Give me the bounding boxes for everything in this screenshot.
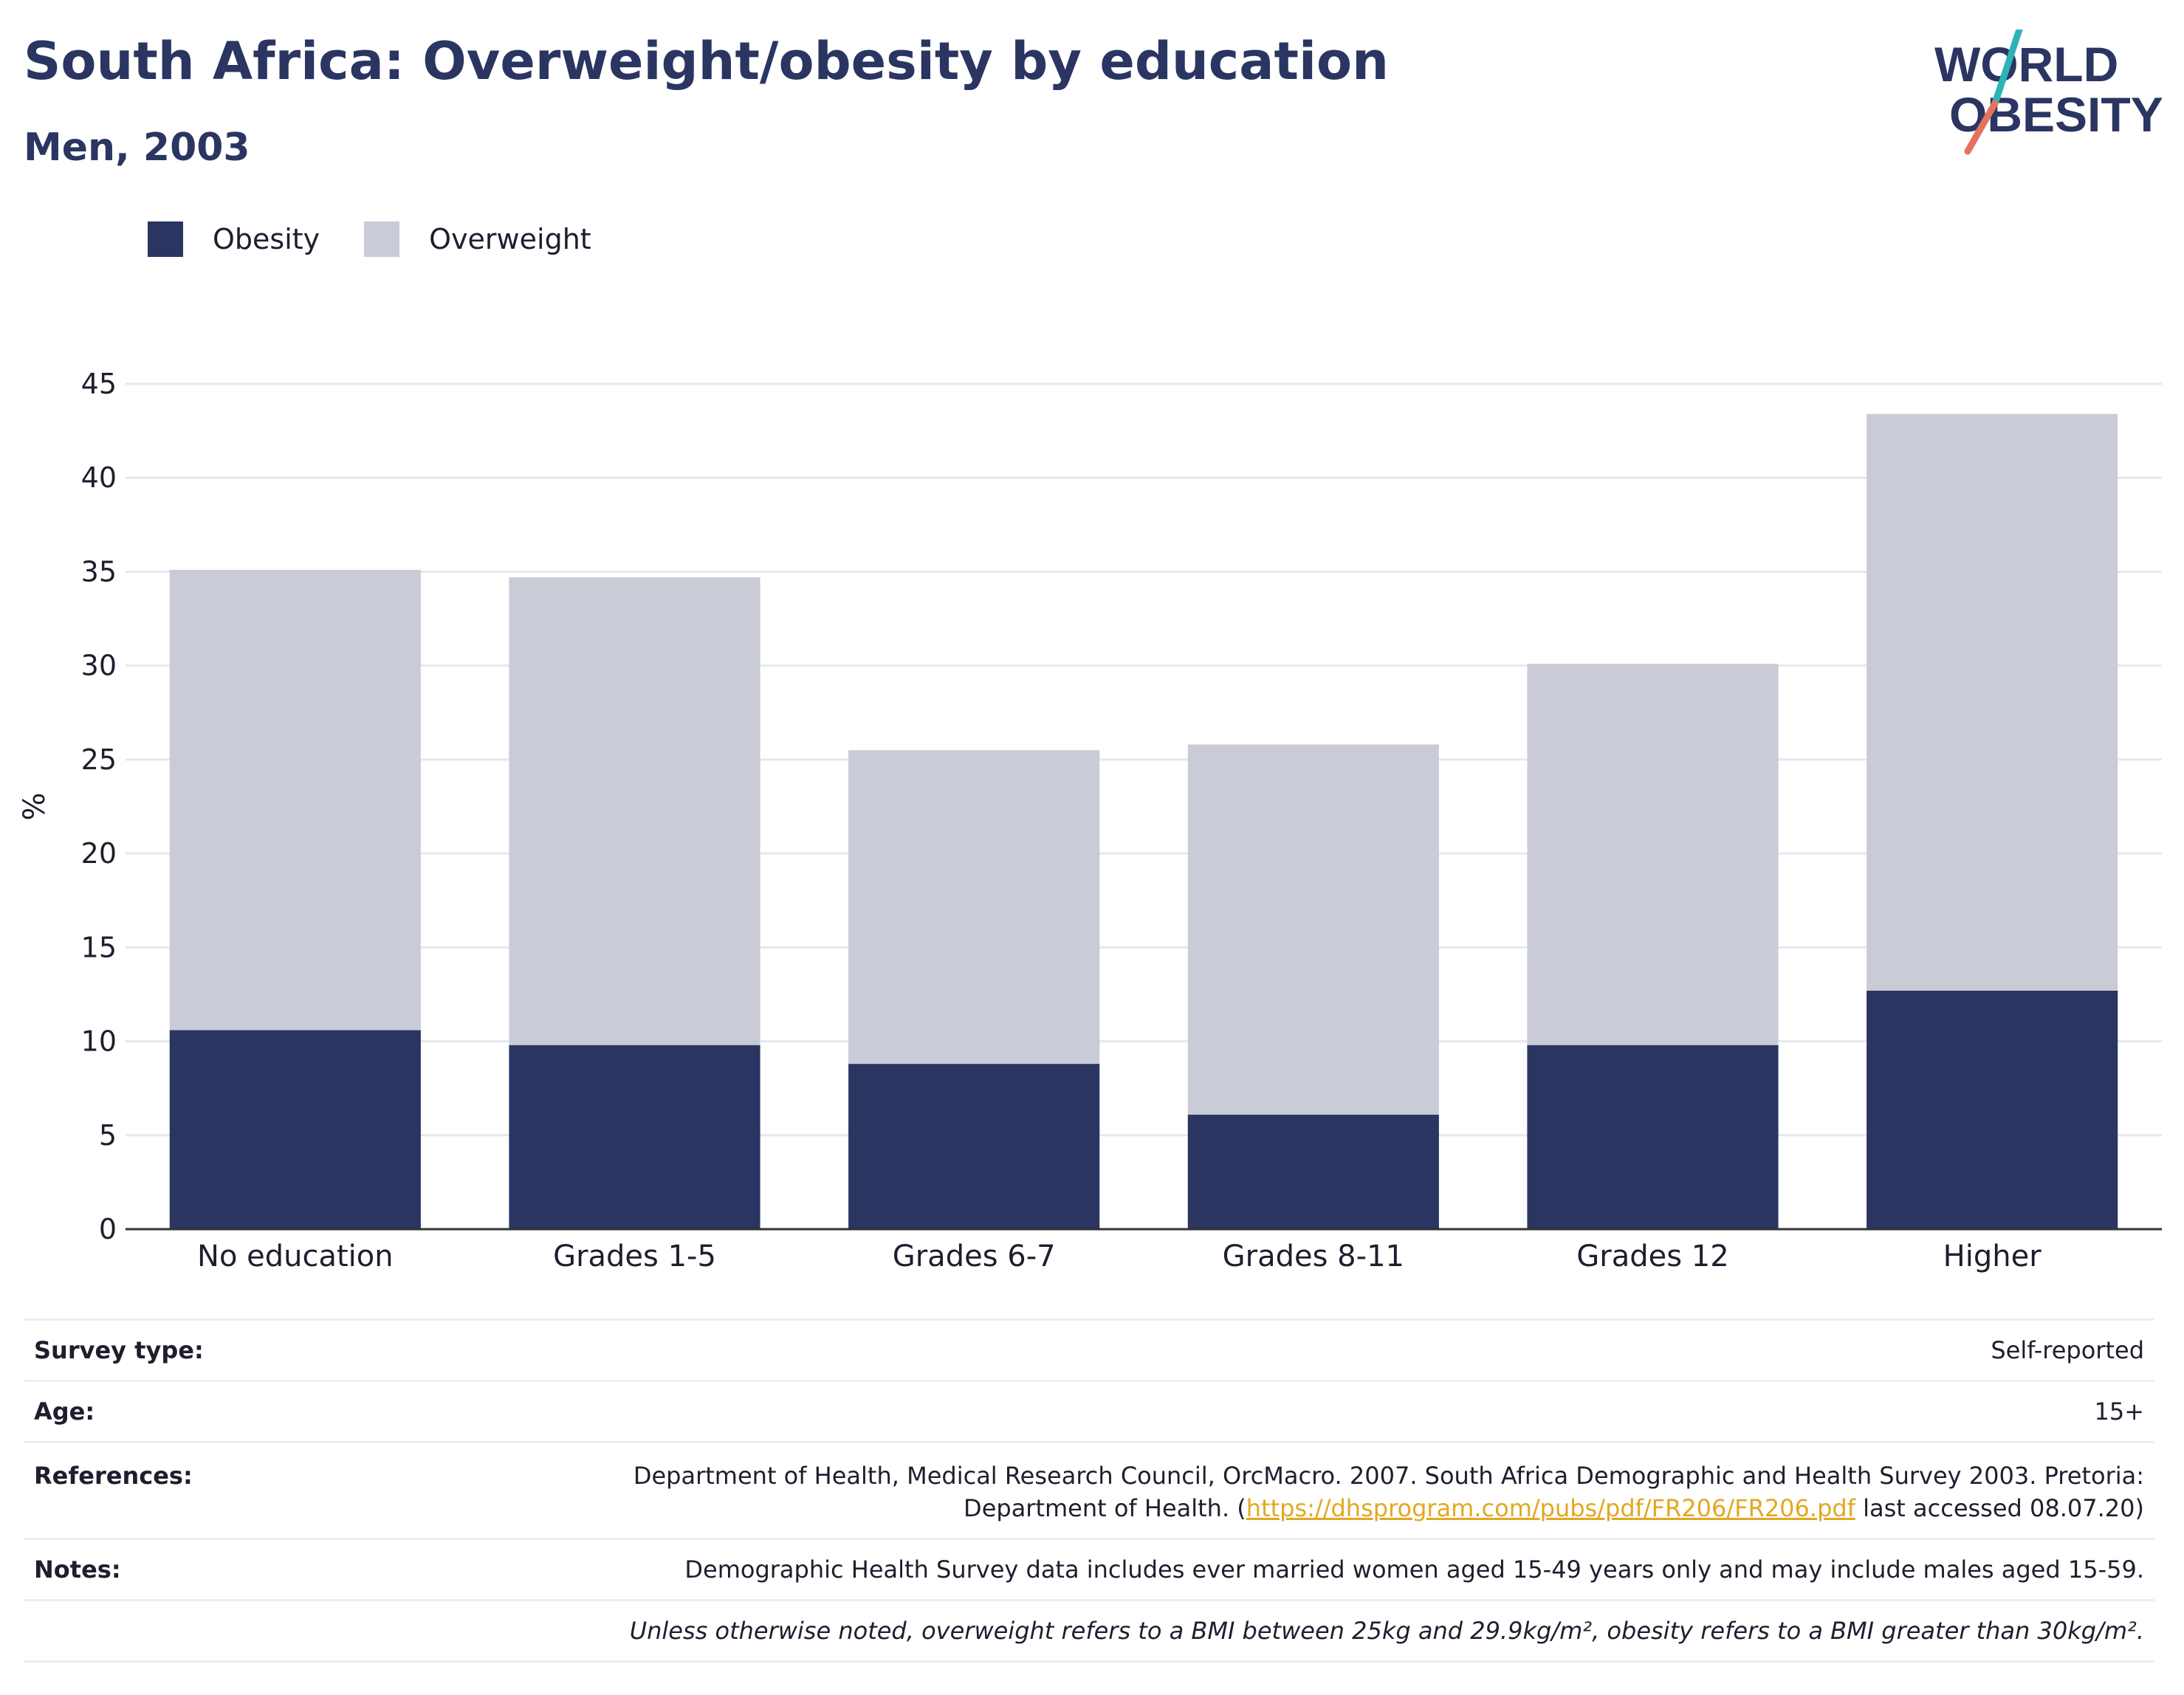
info-key-notes: Notes:: [34, 1555, 121, 1584]
y-tick-label: 30: [81, 650, 117, 682]
info-row-age: Age: 15+: [24, 1382, 2154, 1443]
y-tick-label: 10: [81, 1025, 117, 1058]
bar-segment-overweight: [509, 577, 760, 1045]
y-tick-label: 45: [81, 368, 117, 400]
info-row-survey-type: Survey type: Self-reported: [24, 1318, 2154, 1382]
y-axis-label: %: [18, 792, 52, 820]
info-key-age: Age:: [34, 1397, 95, 1426]
x-tick-label: Grades 6-7: [893, 1240, 1056, 1273]
info-value-age: 15+: [2094, 1397, 2144, 1426]
logo-slash-teal: [1991, 30, 2023, 107]
bar-segment-obesity: [848, 1064, 1100, 1229]
definition-note: Unless otherwise noted, overweight refer…: [629, 1617, 2144, 1645]
chart-subtitle: Men, 2003: [24, 126, 250, 170]
logo-slash-coral: [1964, 100, 1999, 155]
stacked-bar-chart: 0 5 10 15 20 25 30 35 40 45% No education Grades 1-…: [18, 368, 2162, 1273]
chart-legend: Obesity Overweight: [148, 220, 636, 258]
bar-segment-obesity: [1187, 1114, 1439, 1229]
bar-segment-obesity: [509, 1045, 760, 1229]
info-key-survey-type: Survey type:: [34, 1336, 204, 1364]
survey-info-table: Survey type: Self-reported Age: 15+ Refe…: [24, 1318, 2154, 1663]
legend-label-overweight: Overweight: [429, 223, 591, 255]
references-link[interactable]: https://dhsprogram.com/pubs/pdf/FR206/FR…: [1246, 1494, 1855, 1522]
bar-segment-overweight: [848, 750, 1100, 1065]
x-tick-label: Grades 1-5: [553, 1240, 716, 1273]
x-tick-label: Higher: [1943, 1240, 2042, 1273]
legend-item-obesity: Obesity: [148, 221, 320, 257]
chart-title: South Africa: Overweight/obesity by educ…: [24, 31, 1389, 92]
y-tick-label: 0: [99, 1213, 117, 1245]
info-value-references: Department of Health, Medical Research C…: [633, 1460, 2144, 1524]
y-tick-label: 35: [81, 555, 117, 588]
bar-segment-overweight: [1187, 744, 1439, 1115]
bar-segment-obesity: [1867, 990, 2118, 1229]
y-tick-label: 25: [81, 743, 117, 776]
x-tick-label: No education: [197, 1240, 394, 1273]
references-line2-prefix: Department of Health. (: [964, 1494, 1246, 1522]
y-tick-label: 15: [81, 931, 117, 963]
y-tick-label: 5: [99, 1119, 117, 1152]
world-obesity-logo: WORLD OBESITY: [1934, 30, 2163, 155]
legend-swatch-overweight: [364, 221, 400, 257]
info-value-survey-type: Self-reported: [1991, 1336, 2144, 1364]
references-line2-suffix: last accessed 08.07.20): [1855, 1494, 2144, 1522]
info-row-references: References: Department of Health, Medica…: [24, 1443, 2154, 1540]
info-key-references: References:: [34, 1462, 193, 1490]
info-row-notes: Notes: Demographic Health Survey data in…: [24, 1540, 2154, 1601]
logo-line1: WORLD: [1934, 37, 2118, 92]
y-tick-label: 20: [81, 837, 117, 870]
legend-label-obesity: Obesity: [213, 223, 320, 255]
references-line1: Department of Health, Medical Research C…: [633, 1462, 2144, 1490]
y-tick-label: 40: [81, 461, 117, 494]
info-row-definition: Unless otherwise noted, overweight refer…: [24, 1601, 2154, 1663]
legend-item-overweight: Overweight: [364, 221, 591, 257]
x-tick-label: Grades 8-11: [1223, 1240, 1404, 1273]
legend-swatch-obesity: [148, 221, 183, 257]
info-value-notes: Demographic Health Survey data includes …: [684, 1555, 2144, 1584]
bar-segment-obesity: [1527, 1045, 1779, 1229]
bar-segment-overweight: [1527, 664, 1779, 1045]
x-tick-label: Grades 12: [1576, 1240, 1728, 1273]
bar-segment-obesity: [169, 1030, 421, 1229]
bar-segment-overweight: [169, 569, 421, 1031]
bar-segment-overweight: [1867, 413, 2118, 991]
